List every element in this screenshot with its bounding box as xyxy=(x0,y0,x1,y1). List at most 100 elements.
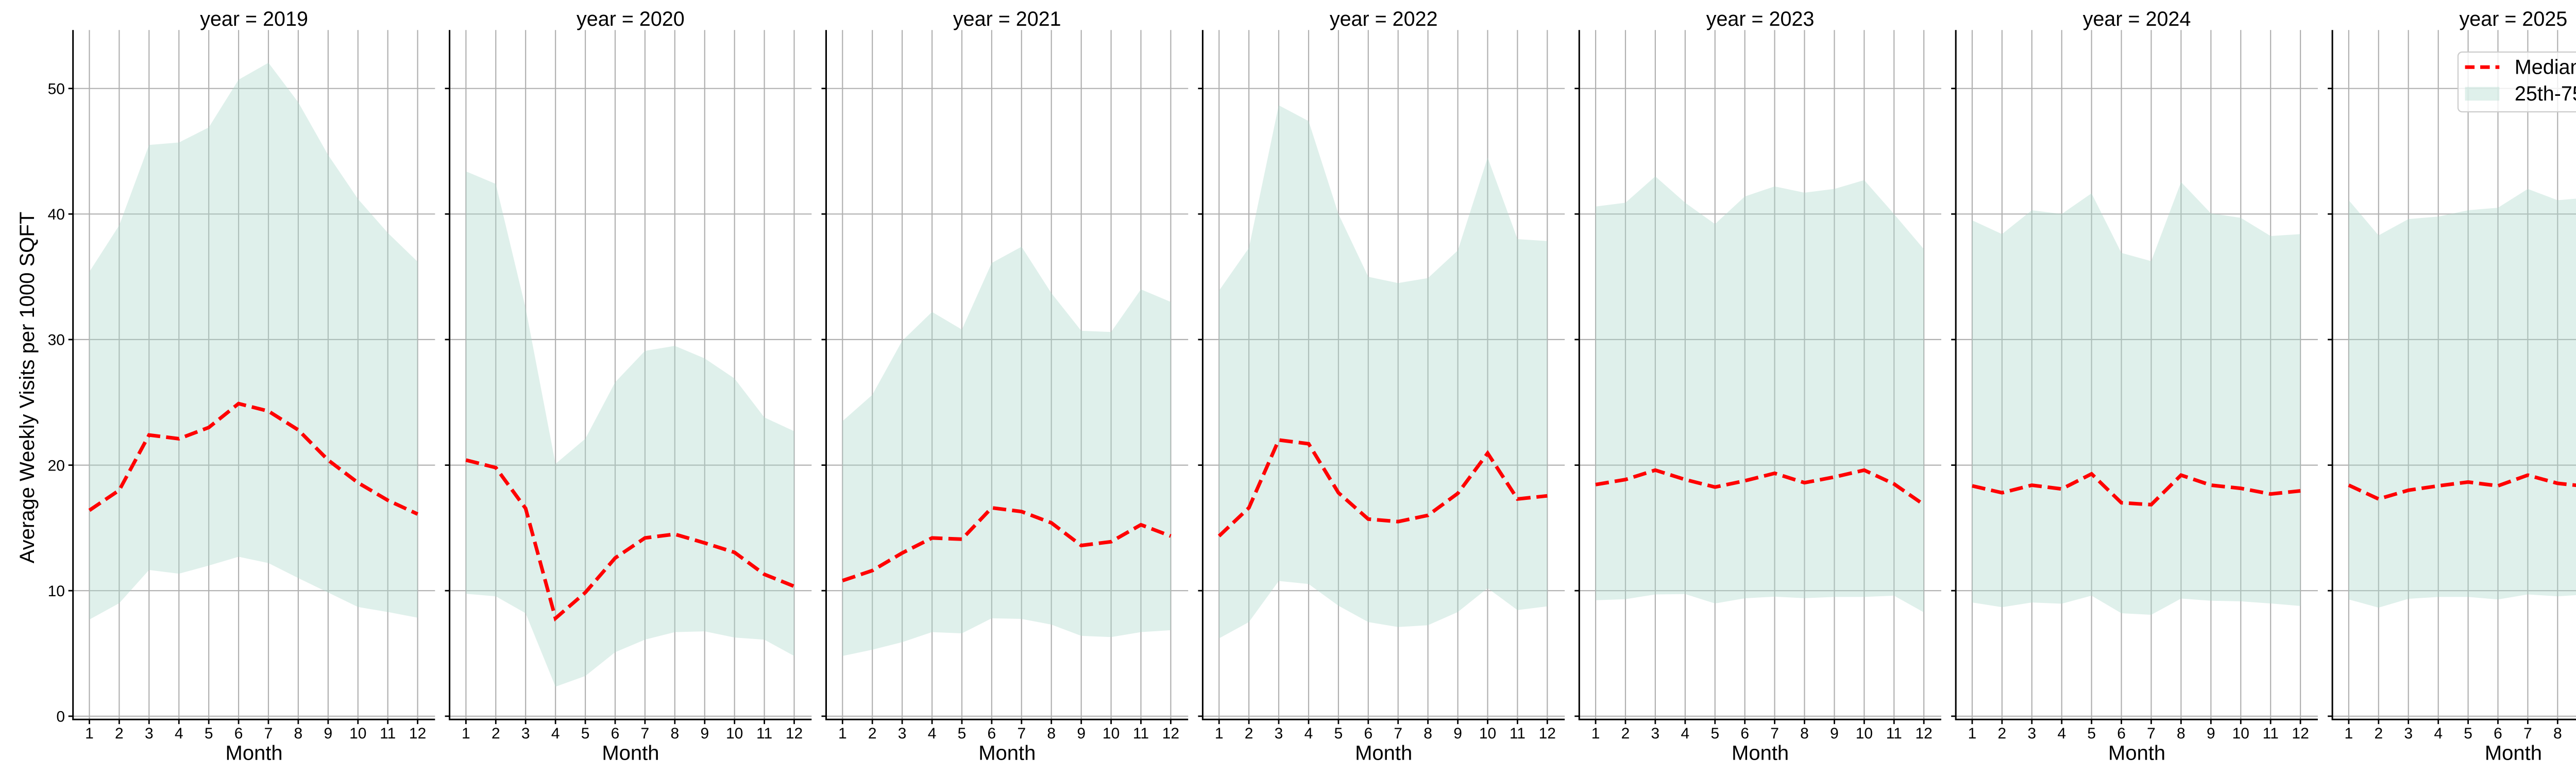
svg-text:Median: Median xyxy=(2515,56,2576,79)
svg-text:9: 9 xyxy=(700,725,709,742)
svg-text:20: 20 xyxy=(48,457,65,474)
svg-text:12: 12 xyxy=(786,725,803,742)
svg-text:6: 6 xyxy=(2117,725,2126,742)
svg-text:10: 10 xyxy=(1479,725,1496,742)
svg-text:12: 12 xyxy=(1916,725,1933,742)
svg-text:6: 6 xyxy=(2494,725,2502,742)
svg-text:6: 6 xyxy=(988,725,996,742)
svg-text:6: 6 xyxy=(1364,725,1372,742)
svg-text:2: 2 xyxy=(1245,725,1253,742)
svg-text:8: 8 xyxy=(2177,725,2185,742)
svg-text:5: 5 xyxy=(1710,725,1719,742)
svg-text:4: 4 xyxy=(2434,725,2443,742)
svg-text:7: 7 xyxy=(264,725,273,742)
svg-text:1: 1 xyxy=(2345,725,2353,742)
svg-text:3: 3 xyxy=(1275,725,1283,742)
svg-text:2: 2 xyxy=(1621,725,1630,742)
svg-text:3: 3 xyxy=(898,725,907,742)
svg-text:9: 9 xyxy=(1077,725,1086,742)
svg-text:Month: Month xyxy=(602,742,659,765)
svg-text:Month: Month xyxy=(978,742,1036,765)
svg-text:7: 7 xyxy=(2147,725,2156,742)
svg-text:11: 11 xyxy=(1886,725,1902,742)
svg-text:3: 3 xyxy=(521,725,530,742)
svg-text:8: 8 xyxy=(670,725,679,742)
svg-text:5: 5 xyxy=(1334,725,1343,742)
svg-text:4: 4 xyxy=(2057,725,2066,742)
svg-text:7: 7 xyxy=(2523,725,2532,742)
svg-text:5: 5 xyxy=(205,725,213,742)
svg-text:year = 2022: year = 2022 xyxy=(1330,8,1438,30)
svg-text:year = 2024: year = 2024 xyxy=(2083,8,2191,30)
svg-text:5: 5 xyxy=(958,725,967,742)
svg-text:2: 2 xyxy=(2374,725,2383,742)
svg-text:2: 2 xyxy=(492,725,500,742)
svg-text:2: 2 xyxy=(868,725,877,742)
svg-text:5: 5 xyxy=(581,725,590,742)
svg-text:7: 7 xyxy=(1770,725,1779,742)
svg-text:Month: Month xyxy=(226,742,283,765)
svg-text:year = 2019: year = 2019 xyxy=(200,8,308,30)
svg-text:30: 30 xyxy=(48,332,65,349)
svg-text:1: 1 xyxy=(1591,725,1600,742)
svg-text:1: 1 xyxy=(462,725,470,742)
svg-text:11: 11 xyxy=(756,725,772,742)
svg-text:4: 4 xyxy=(1304,725,1313,742)
svg-text:4: 4 xyxy=(1681,725,1690,742)
svg-text:year = 2021: year = 2021 xyxy=(953,8,1061,30)
svg-text:8: 8 xyxy=(1423,725,1432,742)
svg-text:2: 2 xyxy=(115,725,124,742)
svg-text:7: 7 xyxy=(1394,725,1402,742)
svg-text:50: 50 xyxy=(48,81,65,98)
svg-text:5: 5 xyxy=(2464,725,2472,742)
svg-text:11: 11 xyxy=(1133,725,1149,742)
svg-text:10: 10 xyxy=(1103,725,1120,742)
svg-text:6: 6 xyxy=(234,725,243,742)
svg-text:8: 8 xyxy=(1800,725,1809,742)
svg-text:10: 10 xyxy=(1856,725,1873,742)
svg-text:0: 0 xyxy=(56,709,65,726)
svg-text:7: 7 xyxy=(641,725,650,742)
svg-text:10: 10 xyxy=(349,725,366,742)
svg-text:9: 9 xyxy=(324,725,333,742)
svg-text:1: 1 xyxy=(1215,725,1224,742)
svg-text:1: 1 xyxy=(85,725,94,742)
svg-text:10: 10 xyxy=(2232,725,2249,742)
svg-text:40: 40 xyxy=(48,206,65,223)
svg-text:1: 1 xyxy=(838,725,847,742)
svg-text:year = 2020: year = 2020 xyxy=(577,8,685,30)
svg-text:8: 8 xyxy=(294,725,303,742)
svg-text:7: 7 xyxy=(1017,725,1026,742)
svg-text:Average Weekly Visits per 1000: Average Weekly Visits per 1000 SQFT xyxy=(16,212,39,564)
svg-text:3: 3 xyxy=(2027,725,2036,742)
svg-text:5: 5 xyxy=(2087,725,2096,742)
svg-text:Month: Month xyxy=(2108,742,2165,765)
svg-text:year = 2023: year = 2023 xyxy=(1706,8,1815,30)
svg-text:3: 3 xyxy=(145,725,154,742)
svg-text:12: 12 xyxy=(409,725,426,742)
svg-text:12: 12 xyxy=(1162,725,1179,742)
svg-text:4: 4 xyxy=(551,725,560,742)
svg-text:10: 10 xyxy=(48,583,65,600)
svg-text:11: 11 xyxy=(1510,725,1526,742)
svg-text:9: 9 xyxy=(1453,725,1462,742)
svg-text:11: 11 xyxy=(380,725,396,742)
svg-text:4: 4 xyxy=(175,725,183,742)
svg-text:Month: Month xyxy=(1355,742,1412,765)
svg-text:6: 6 xyxy=(611,725,620,742)
svg-text:1: 1 xyxy=(1968,725,1977,742)
svg-text:3: 3 xyxy=(2404,725,2413,742)
svg-text:10: 10 xyxy=(726,725,743,742)
svg-text:Month: Month xyxy=(2485,742,2542,765)
svg-text:8: 8 xyxy=(1047,725,1056,742)
svg-text:8: 8 xyxy=(2553,725,2562,742)
svg-text:3: 3 xyxy=(1651,725,1660,742)
svg-text:4: 4 xyxy=(928,725,937,742)
svg-text:9: 9 xyxy=(2207,725,2215,742)
svg-text:12: 12 xyxy=(2292,725,2309,742)
svg-text:12: 12 xyxy=(1539,725,1556,742)
svg-text:6: 6 xyxy=(1740,725,1749,742)
svg-text:9: 9 xyxy=(1830,725,1839,742)
svg-text:11: 11 xyxy=(2263,725,2279,742)
svg-text:2: 2 xyxy=(1998,725,2007,742)
